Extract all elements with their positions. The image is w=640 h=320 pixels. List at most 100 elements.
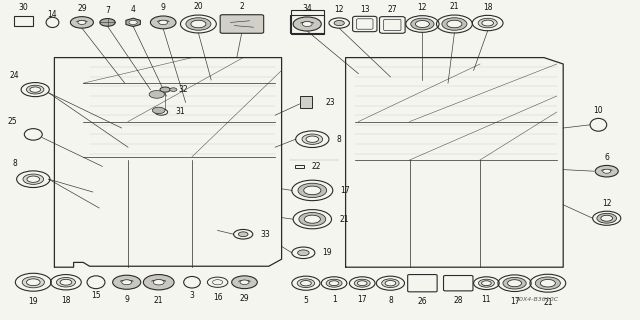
Circle shape xyxy=(535,277,561,290)
Text: 7: 7 xyxy=(105,6,110,15)
Circle shape xyxy=(143,275,174,290)
Circle shape xyxy=(122,280,132,285)
Circle shape xyxy=(240,280,249,284)
Text: 14: 14 xyxy=(47,10,58,19)
Circle shape xyxy=(160,87,170,92)
Text: 12: 12 xyxy=(335,5,344,14)
Circle shape xyxy=(186,18,211,30)
Text: 33: 33 xyxy=(260,230,270,239)
Text: 8: 8 xyxy=(388,296,393,305)
Circle shape xyxy=(70,17,93,28)
Circle shape xyxy=(478,18,497,28)
Text: 28: 28 xyxy=(454,296,463,305)
Circle shape xyxy=(540,279,556,287)
Text: 4: 4 xyxy=(131,5,136,14)
Circle shape xyxy=(191,20,206,28)
Text: 12: 12 xyxy=(418,3,427,12)
Circle shape xyxy=(301,281,311,286)
Text: 18: 18 xyxy=(483,3,492,12)
Circle shape xyxy=(100,19,115,26)
Bar xyxy=(300,96,312,108)
Circle shape xyxy=(30,87,40,92)
Circle shape xyxy=(298,183,326,197)
Text: 21: 21 xyxy=(543,298,552,307)
Circle shape xyxy=(298,250,309,256)
Text: 11: 11 xyxy=(482,295,491,304)
Circle shape xyxy=(442,18,467,30)
Polygon shape xyxy=(126,18,140,27)
Circle shape xyxy=(329,281,339,286)
Circle shape xyxy=(357,281,367,286)
Circle shape xyxy=(23,174,44,184)
Text: 24: 24 xyxy=(10,71,19,80)
Text: 31: 31 xyxy=(175,108,185,116)
Text: 17: 17 xyxy=(340,186,350,195)
Circle shape xyxy=(415,20,429,28)
Circle shape xyxy=(381,279,399,288)
Circle shape xyxy=(297,279,315,288)
Circle shape xyxy=(447,20,462,28)
Circle shape xyxy=(152,107,165,114)
Circle shape xyxy=(597,213,616,223)
Text: 3: 3 xyxy=(189,291,195,300)
Circle shape xyxy=(595,165,618,177)
Text: 1: 1 xyxy=(332,295,337,304)
Text: 17: 17 xyxy=(357,295,367,304)
Text: 21: 21 xyxy=(339,215,349,224)
Bar xyxy=(291,10,324,34)
Circle shape xyxy=(113,275,141,289)
FancyBboxPatch shape xyxy=(220,15,264,33)
Text: 26: 26 xyxy=(417,297,428,306)
Circle shape xyxy=(22,277,44,288)
Text: 34: 34 xyxy=(302,4,312,13)
Text: 2: 2 xyxy=(239,2,244,11)
Circle shape xyxy=(26,279,40,286)
Circle shape xyxy=(56,277,76,287)
Text: 21: 21 xyxy=(154,296,163,305)
Text: 15: 15 xyxy=(91,291,101,300)
Text: 17: 17 xyxy=(509,297,520,306)
Circle shape xyxy=(293,17,321,31)
Circle shape xyxy=(508,280,522,287)
Circle shape xyxy=(302,134,323,144)
Text: 27: 27 xyxy=(387,5,397,14)
Text: 23: 23 xyxy=(326,98,335,107)
Text: 21: 21 xyxy=(450,2,459,11)
Circle shape xyxy=(601,215,612,221)
Circle shape xyxy=(304,186,321,195)
Circle shape xyxy=(385,281,396,286)
Circle shape xyxy=(482,20,493,26)
Circle shape xyxy=(238,232,248,237)
Circle shape xyxy=(334,20,344,26)
Bar xyxy=(295,165,304,168)
Circle shape xyxy=(603,169,611,173)
Circle shape xyxy=(27,176,40,182)
Text: 22: 22 xyxy=(312,162,321,171)
Circle shape xyxy=(149,91,164,98)
Circle shape xyxy=(150,16,176,29)
Text: S0X4-B3610C: S0X4-B3610C xyxy=(516,297,559,302)
Text: 18: 18 xyxy=(61,296,70,305)
Text: 8: 8 xyxy=(337,135,341,144)
Circle shape xyxy=(503,277,526,289)
Circle shape xyxy=(304,215,321,223)
Circle shape xyxy=(299,212,326,226)
Circle shape xyxy=(306,136,319,142)
Circle shape xyxy=(355,279,370,287)
Text: 32: 32 xyxy=(178,85,188,94)
Circle shape xyxy=(170,88,177,92)
Bar xyxy=(14,15,33,26)
Circle shape xyxy=(26,85,44,94)
Circle shape xyxy=(411,18,434,30)
Text: 25: 25 xyxy=(8,117,17,126)
Text: 12: 12 xyxy=(602,199,611,208)
Circle shape xyxy=(78,20,86,24)
Text: 8: 8 xyxy=(13,159,17,168)
Text: 30: 30 xyxy=(19,3,29,12)
Circle shape xyxy=(232,276,257,289)
Circle shape xyxy=(302,21,312,27)
Circle shape xyxy=(159,20,168,25)
Text: 9: 9 xyxy=(161,3,166,12)
Text: 20: 20 xyxy=(193,2,204,11)
Text: 29: 29 xyxy=(77,4,87,13)
